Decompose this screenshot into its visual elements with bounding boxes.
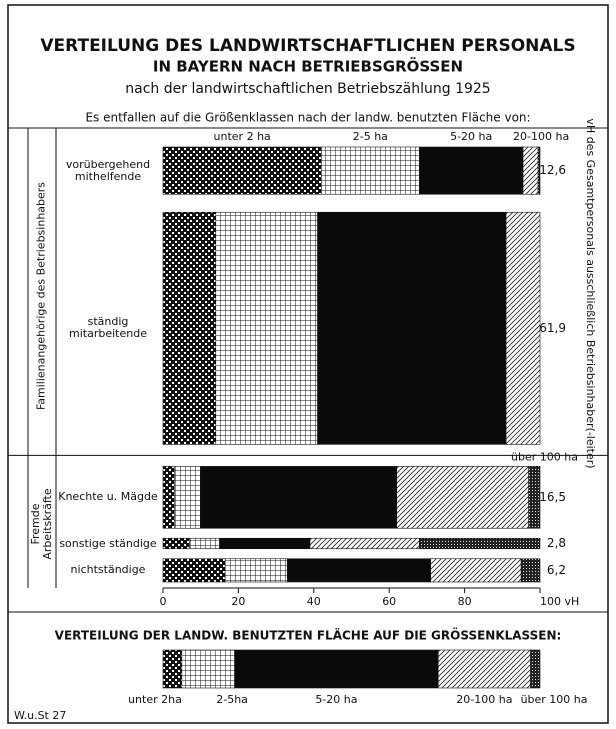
legend-label: unter 2 ha	[214, 130, 271, 143]
bar-segment	[200, 466, 398, 529]
legend-label: 20-100 ha	[513, 130, 569, 143]
group-label: Familienangehörige des Betriebsinhabers	[35, 181, 48, 410]
bar-segment	[309, 537, 420, 550]
bar-segment	[522, 146, 539, 195]
bar-segment	[162, 537, 190, 550]
x-tick-label: 20	[231, 595, 245, 608]
bar-segment	[419, 537, 541, 550]
value-label: 61,9	[539, 321, 566, 335]
area-segment	[437, 649, 531, 689]
group-label: Fremde Arbeitskräfte	[29, 488, 54, 560]
note: Es entfallen auf die Größenklassen nach …	[85, 111, 530, 125]
area-segment	[234, 649, 439, 689]
bar-segment	[162, 146, 322, 195]
area-label: 20-100 ha	[456, 693, 512, 706]
bar-segment	[419, 146, 524, 195]
x-tick-label: 0	[160, 595, 167, 608]
value-label: 6,2	[547, 563, 566, 577]
bar-segment	[215, 211, 318, 445]
bar-segment	[528, 466, 541, 529]
value-label: 16,5	[539, 490, 566, 504]
legend-label: 2-5 ha	[353, 130, 388, 143]
bar-segment	[537, 146, 541, 195]
bar-segment	[162, 466, 175, 529]
bar-segment	[520, 558, 541, 583]
area-segment	[530, 649, 541, 689]
bar-segment	[505, 211, 541, 445]
x-tick-label: 60	[382, 595, 396, 608]
bar-segment	[287, 558, 431, 583]
row-label: vorübergehend mithelfende	[65, 157, 151, 183]
area-label: über 100 ha	[521, 693, 588, 706]
bar-segment	[162, 211, 217, 445]
bar-segment	[189, 537, 220, 550]
bar-segment	[317, 211, 507, 445]
x-tick-label: 100 vH	[540, 595, 579, 608]
row-label: sonstige ständige	[59, 536, 157, 550]
y2-axis-label: vH des Gesamtpersonals ausschließlich Be…	[584, 118, 597, 468]
x-tick-label: 80	[458, 595, 472, 608]
x-tick-label: 40	[307, 595, 321, 608]
legend-label: über 100 ha	[511, 450, 578, 463]
bar-segment	[219, 537, 311, 550]
title: VERTEILUNG DES LANDWIRTSCHAFTLICHEN PERS…	[40, 36, 575, 56]
row-label: Knechte u. Mägde	[58, 490, 158, 504]
frame	[7, 4, 609, 724]
area-label: 2-5ha	[216, 693, 248, 706]
bar-segment	[396, 466, 529, 529]
bar-segment	[174, 466, 201, 529]
area-segment	[181, 649, 235, 689]
bar-segment	[321, 146, 420, 195]
bar-segment	[224, 558, 288, 583]
area-label: unter 2ha	[128, 693, 182, 706]
row-label: ständig mitarbeitende	[69, 315, 147, 341]
area-title: VERTEILUNG DER LANDW. BENUTZTEN FLÄCHE A…	[55, 628, 562, 643]
legend-label: 5-20 ha	[450, 130, 492, 143]
bar-segment	[430, 558, 522, 583]
area-segment	[162, 649, 183, 689]
subtitle: IN BAYERN NACH BETRIEBSGRÖSSEN	[153, 57, 463, 76]
row-label: nichtständige	[70, 563, 146, 577]
source: W.u.St 27	[14, 709, 66, 722]
caption: nach der landwirtschaftlichen Betriebszä…	[125, 81, 490, 97]
value-label: 12,6	[539, 163, 566, 177]
value-label: 2,8	[547, 536, 566, 550]
bar-segment	[162, 558, 226, 583]
area-label: 5-20 ha	[315, 693, 357, 706]
